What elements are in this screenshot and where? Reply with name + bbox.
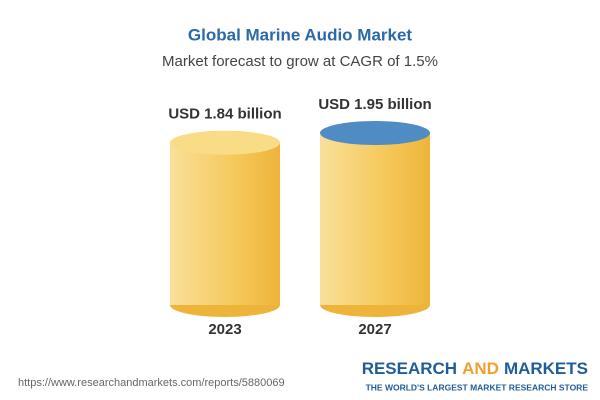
- chart-subtitle: Market forecast to grow at CAGR of 1.5%: [162, 53, 438, 70]
- cylinder-top: [320, 121, 430, 145]
- cylinder-top: [170, 130, 280, 155]
- bar: [170, 142, 280, 305]
- chart-title: Global Marine Audio Market: [188, 25, 413, 44]
- source-url: https://www.researchandmarkets.com/repor…: [18, 377, 285, 389]
- logo: RESEARCH AND MARKETS: [362, 359, 588, 378]
- logo-word: RESEARCH: [362, 359, 457, 378]
- bar: [320, 133, 430, 305]
- logo-tagline: THE WORLD'S LARGEST MARKET RESEARCH STOR…: [366, 382, 589, 392]
- x-tick-label: 2023: [208, 321, 241, 338]
- x-tick-label: 2027: [358, 321, 391, 338]
- logo-word: AND: [462, 359, 499, 378]
- value-label: USD 1.95 billion: [318, 96, 431, 113]
- logo-word: MARKETS: [504, 359, 588, 378]
- value-label: USD 1.84 billion: [168, 106, 281, 123]
